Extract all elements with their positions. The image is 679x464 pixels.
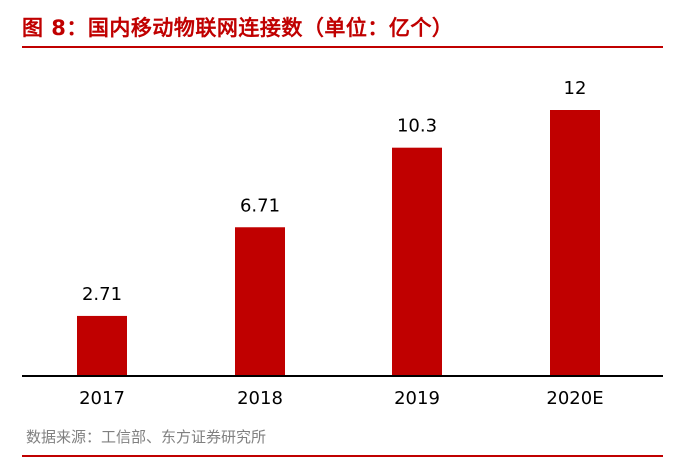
data-label-2018: 6.71 — [240, 195, 280, 216]
data-labels-layer: 2.71 6.71 10.3 12 — [82, 78, 586, 305]
bar-2019 — [392, 147, 442, 376]
data-source-note: 数据来源：工信部、东方证券研究所 — [26, 428, 267, 446]
x-tick-labels-layer: 2017 2018 2019 2020E — [79, 388, 604, 409]
data-label-2019: 10.3 — [397, 116, 437, 137]
chart-title: 图 8：国内移动物联网连接数（单位：亿个） — [22, 16, 454, 40]
bar-2020E — [550, 110, 600, 376]
title-divider — [22, 46, 663, 48]
bars-layer — [77, 110, 600, 376]
bottom-divider — [22, 455, 663, 457]
x-tick-label-2019: 2019 — [394, 388, 440, 409]
bar-2017 — [77, 315, 127, 376]
x-tick-label-2018: 2018 — [237, 388, 283, 409]
x-tick-label-2017: 2017 — [79, 388, 125, 409]
bar-2018 — [235, 227, 285, 376]
data-label-2017: 2.71 — [82, 284, 122, 305]
x-tick-label-2020E: 2020E — [546, 388, 603, 409]
data-label-2020E: 12 — [564, 78, 587, 99]
